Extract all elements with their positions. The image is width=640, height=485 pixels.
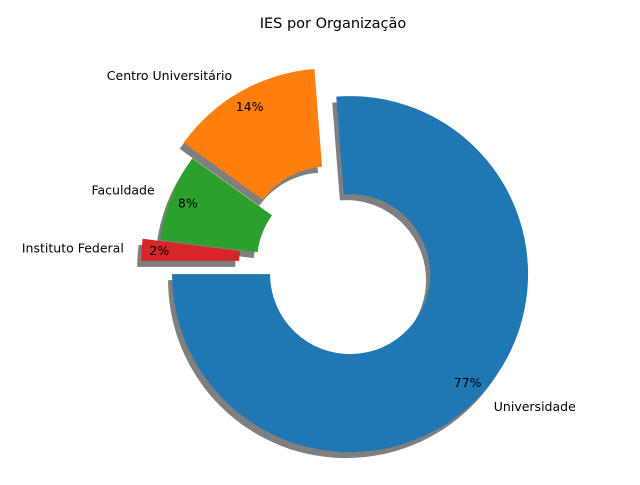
category-label-instituto-federal: Instituto Federal [22,241,124,256]
slice-instituto-federal [141,238,240,261]
category-label-universidade: Universidade [494,399,576,414]
category-label-faculdade: Faculdade [91,183,154,198]
slices-group [141,69,529,453]
slice-universidade [172,96,529,453]
labels-group: Universidade 77% Centro Universitário 14% Fa… [22,68,576,414]
percent-label-centro-universitario: 14% [236,99,264,114]
slice-faculdade [160,158,272,253]
percent-label-instituto-federal: 2% [149,243,169,258]
slice-centro-universitario [183,69,323,200]
chart-title: IES por Organização [260,16,407,32]
percent-label-universidade: 77% [454,375,482,390]
category-label-centro-universitario: Centro Universitário [107,68,232,83]
percent-label-faculdade: 8% [178,196,198,211]
